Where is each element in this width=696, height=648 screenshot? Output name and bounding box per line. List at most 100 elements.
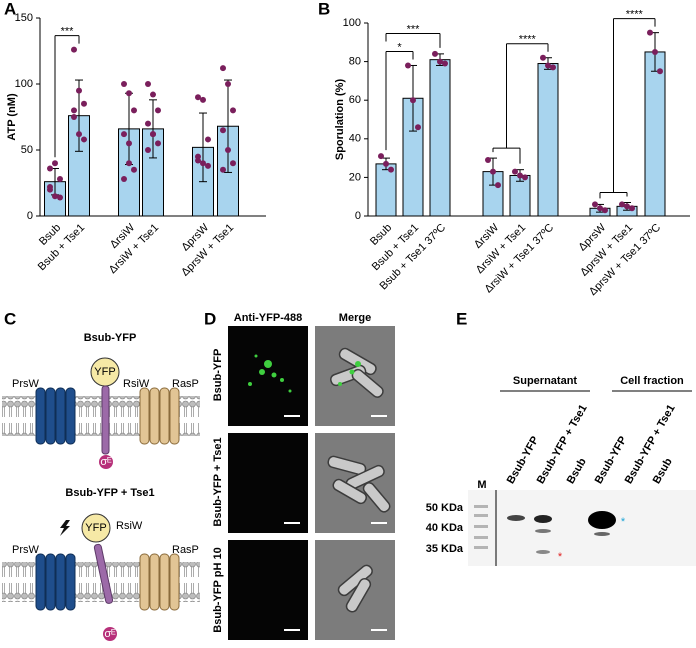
diagram-bottom: Bsub-YFP + Tse1 PrsW YFP RsiW σᴱ RasP [2,487,200,641]
diagram-top: Bsub-YFP PrsW YFP RsiW σᴱ RasP [2,332,200,469]
data-point [522,174,528,181]
data-point [121,81,127,87]
label: PrsW [12,544,40,556]
asterisk: * [558,551,563,563]
data-point [383,160,389,167]
column-label: Anti-YFP-488 [234,312,302,324]
data-point [388,166,394,173]
lane-label: M [477,479,486,491]
data-point [624,203,630,210]
sigma [99,455,113,469]
data-point [550,64,556,71]
y-tick-label: 40 [349,133,361,145]
label: YFP [85,522,106,534]
data-point [145,120,151,127]
data-point [126,160,132,167]
merge [315,326,395,640]
label: σᴱ [100,456,112,468]
lane-label: Bsub [565,456,589,486]
data-point [145,147,151,153]
data-point [200,96,206,103]
data-point [47,165,53,172]
data-point [126,140,132,147]
group-label: Cell fraction [620,375,684,387]
asterisk: * [621,516,626,528]
y-tick-label: 20 [349,171,361,183]
data-point [597,205,603,212]
row-label: Bsub-YFP pH 10 [212,547,224,632]
bar [644,51,666,217]
data-point [205,162,211,169]
column-label: Merge [339,312,371,324]
data-point [71,107,77,114]
panel-label: E [456,309,467,328]
membrane-image [468,490,696,566]
panel-label: B [318,0,330,18]
data-point [495,182,501,189]
row-label: Bsub-YFP + Tse1 [212,437,224,526]
data-point [432,50,438,57]
data-point [57,194,63,201]
label: RasP [172,378,199,390]
micrographs: Anti-YFP-488 Merge Bsub-YFP Bsub-YFP + T… [212,312,395,640]
data-point [592,201,598,208]
data-point [415,124,421,131]
data-point [410,97,416,104]
data-point [195,94,201,101]
significance-label: *** [407,23,421,35]
data-point [437,58,443,65]
data-point [545,62,551,69]
label: PrsW [12,378,40,390]
data-point [81,100,87,107]
y-axis-label: Sporulation (%) [334,79,346,161]
sigma [103,627,117,641]
data-point [205,136,211,143]
y-tick-label: 150 [15,12,33,24]
data-point [540,54,546,61]
lightning [60,520,70,536]
prsw [35,387,76,445]
label: RsiW [116,520,143,532]
significance-label: **** [519,34,537,46]
data-point [76,131,82,138]
data-point [230,160,236,167]
bar [429,59,451,217]
label: σᴱ [104,628,116,640]
y-axis-label: ATP (nM) [6,93,18,141]
y-tick-label: 50 [21,144,33,156]
marker-label: 40 KDa [426,522,464,534]
marker-label: 35 KDa [426,543,464,555]
data-point [657,68,663,75]
y-tick-label: 0 [27,210,33,222]
data-point [629,205,635,212]
data-point [485,157,491,164]
data-point [517,172,523,179]
data-point [131,107,137,114]
label: YFP [94,366,115,378]
diagram-title: Bsub-YFP [84,332,137,344]
data-point [195,153,201,160]
significance-label: **** [626,9,644,21]
data-point [131,166,137,173]
diagram-title: Bsub-YFP + Tse1 [65,487,154,499]
data-point [121,131,127,138]
data-point [150,131,156,138]
data-point [57,176,63,183]
data-point [225,147,231,153]
data-point [652,48,658,55]
data-point [405,62,411,69]
rasp [139,387,180,445]
data-point [145,81,151,87]
y-tick-label: 80 [349,56,361,68]
lane-label: Bsub [651,456,675,486]
data-point [52,160,58,167]
bar [537,63,559,217]
data-point [155,140,161,147]
data-point [230,107,236,114]
lane-label: Bsub-YFP + Tse1 [623,403,678,486]
row-label: Bsub-YFP [212,349,224,402]
data-point [490,168,496,175]
data-point [220,127,226,134]
significance-label: * [397,41,402,53]
